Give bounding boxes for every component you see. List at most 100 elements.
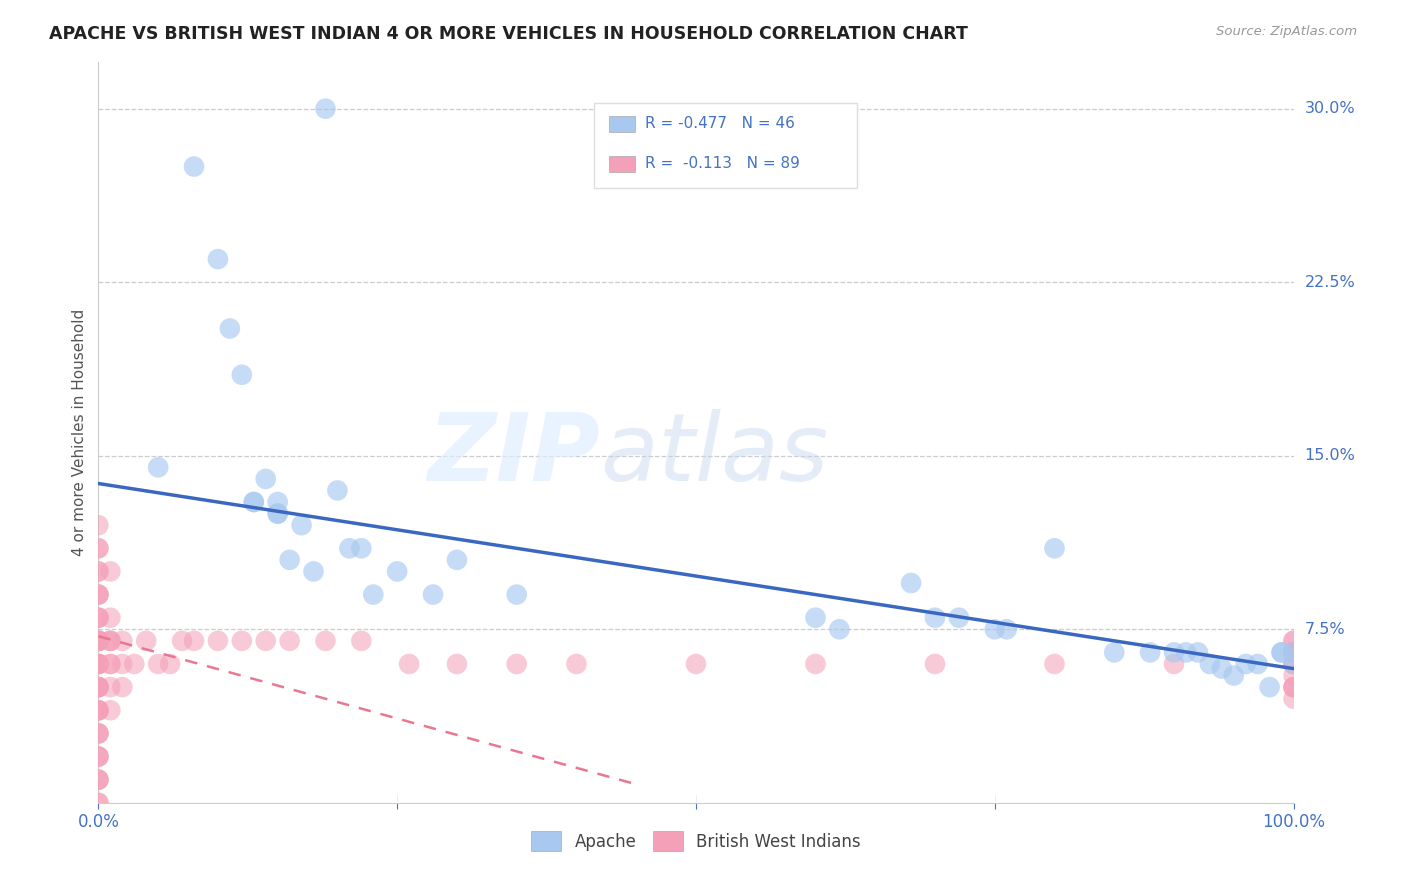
Point [87,657,110,671]
Point [1234,657,1257,671]
Point [1282,645,1305,659]
Point [87,633,110,648]
Point [87,518,110,533]
Point [398,657,420,671]
Point [1282,668,1305,682]
Point [98,565,122,579]
Point [87,772,110,787]
Point [87,796,110,810]
Point [87,680,110,694]
Point [87,633,110,648]
Point [87,588,110,602]
Point [87,680,110,694]
Point [1282,680,1305,694]
Point [87,633,110,648]
Point [87,703,110,717]
Point [98,657,122,671]
Point [302,565,325,579]
Point [1282,645,1305,659]
Point [231,633,253,648]
Point [254,633,277,648]
Point [98,703,122,717]
Point [87,633,110,648]
Point [87,680,110,694]
Point [1043,541,1066,556]
Point [948,610,970,624]
Point [135,633,157,648]
Point [1199,657,1222,671]
Point [900,576,922,591]
Point [278,553,301,567]
Text: 7.5%: 7.5% [1305,622,1346,637]
Point [159,657,181,671]
Point [87,610,110,624]
Text: ZIP: ZIP [427,409,600,500]
Point [87,541,110,556]
Point [446,657,468,671]
Point [87,680,110,694]
Point [804,657,827,671]
Point [291,518,314,533]
Point [98,680,122,694]
Point [828,622,851,636]
Point [87,703,110,717]
Text: R = -0.477   N = 46: R = -0.477 N = 46 [644,116,794,131]
Point [183,633,205,648]
Text: APACHE VS BRITISH WEST INDIAN 4 OR MORE VEHICLES IN HOUSEHOLD CORRELATION CHART: APACHE VS BRITISH WEST INDIAN 4 OR MORE … [49,25,969,43]
Point [87,749,110,764]
Point [363,588,385,602]
Point [87,657,110,671]
Text: 30.0%: 30.0% [1305,101,1355,116]
Point [87,703,110,717]
Point [87,610,110,624]
Point [1211,662,1233,676]
Point [172,633,194,648]
Legend: Apache, British West Indians: Apache, British West Indians [524,825,868,857]
Point [1282,645,1305,659]
Point [1139,645,1161,659]
Point [924,657,946,671]
Point [506,588,529,602]
Point [1163,657,1185,671]
Point [87,565,110,579]
Point [243,495,266,509]
Point [506,657,529,671]
Point [111,633,134,648]
Point [1187,645,1209,659]
Point [98,610,122,624]
Point [267,495,290,509]
Point [124,657,146,671]
Point [207,633,229,648]
Point [87,657,110,671]
Point [1282,657,1305,671]
Point [1282,633,1305,648]
Point [1271,645,1294,659]
Point [219,321,242,335]
Point [326,483,349,498]
Point [207,252,229,266]
Point [804,610,827,624]
Point [111,680,134,694]
Point [87,657,110,671]
Point [1282,645,1305,659]
Point [278,633,301,648]
Text: R =  -0.113   N = 89: R = -0.113 N = 89 [644,156,800,171]
Point [254,472,277,486]
Point [87,772,110,787]
Point [1282,645,1305,659]
Point [1282,657,1305,671]
Point [87,796,110,810]
Point [565,657,588,671]
Point [87,633,110,648]
Point [87,541,110,556]
Point [111,657,134,671]
Point [148,657,170,671]
Point [1282,691,1305,706]
Point [267,507,290,521]
FancyBboxPatch shape [595,103,858,188]
Point [685,657,707,671]
Point [87,588,110,602]
Point [385,565,409,579]
Point [1223,668,1246,682]
Point [446,553,468,567]
